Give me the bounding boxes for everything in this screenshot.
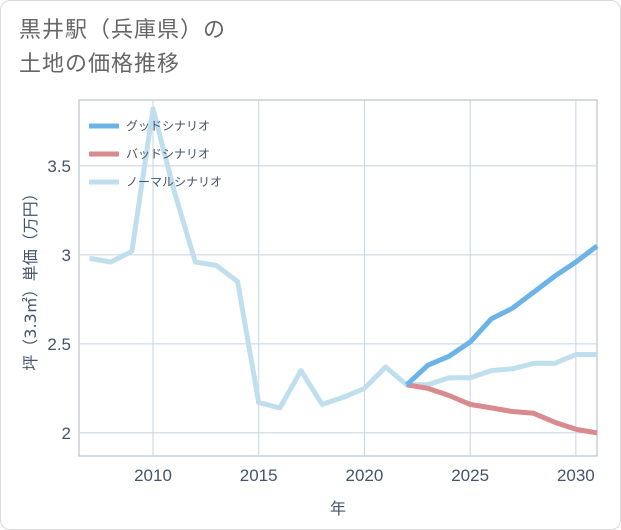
chart-title: 黒井駅（兵庫県）の 土地の価格推移 [19, 14, 226, 82]
tick-labels: 2010 2015 2020 2025 2030 2 2.5 3 3.5 [47, 157, 594, 485]
series-layer [89, 106, 599, 436]
legend-label: バッドシナリオ [126, 147, 210, 161]
y-tick-label: 3.5 [47, 157, 71, 176]
y-tick-label: 3 [62, 246, 71, 265]
x-tick-label: 2010 [134, 466, 172, 485]
x-tick-label: 2030 [557, 466, 595, 485]
chart-title-line1: 黒井駅（兵庫県）の [19, 18, 227, 43]
series-line-1 [406, 382, 598, 436]
x-tick-label: 2020 [346, 466, 384, 485]
legend-label: グッドシナリオ [126, 119, 210, 133]
series-line-2 [89, 106, 597, 411]
y-tick-label: 2.5 [47, 335, 71, 354]
y-axis-title: 坪（3.3㎡）単価（万円） [21, 185, 40, 370]
chart-title-line2: 土地の価格推移 [19, 52, 181, 77]
y-tick-label: 2 [62, 424, 71, 443]
plot-area [78, 99, 598, 457]
x-tick-label: 2015 [240, 466, 278, 485]
x-tick-label: 2025 [451, 466, 489, 485]
x-axis-title: 年 [330, 499, 346, 518]
series-line-0 [405, 244, 599, 387]
legend-label: ノーマルシナリオ [126, 175, 222, 189]
